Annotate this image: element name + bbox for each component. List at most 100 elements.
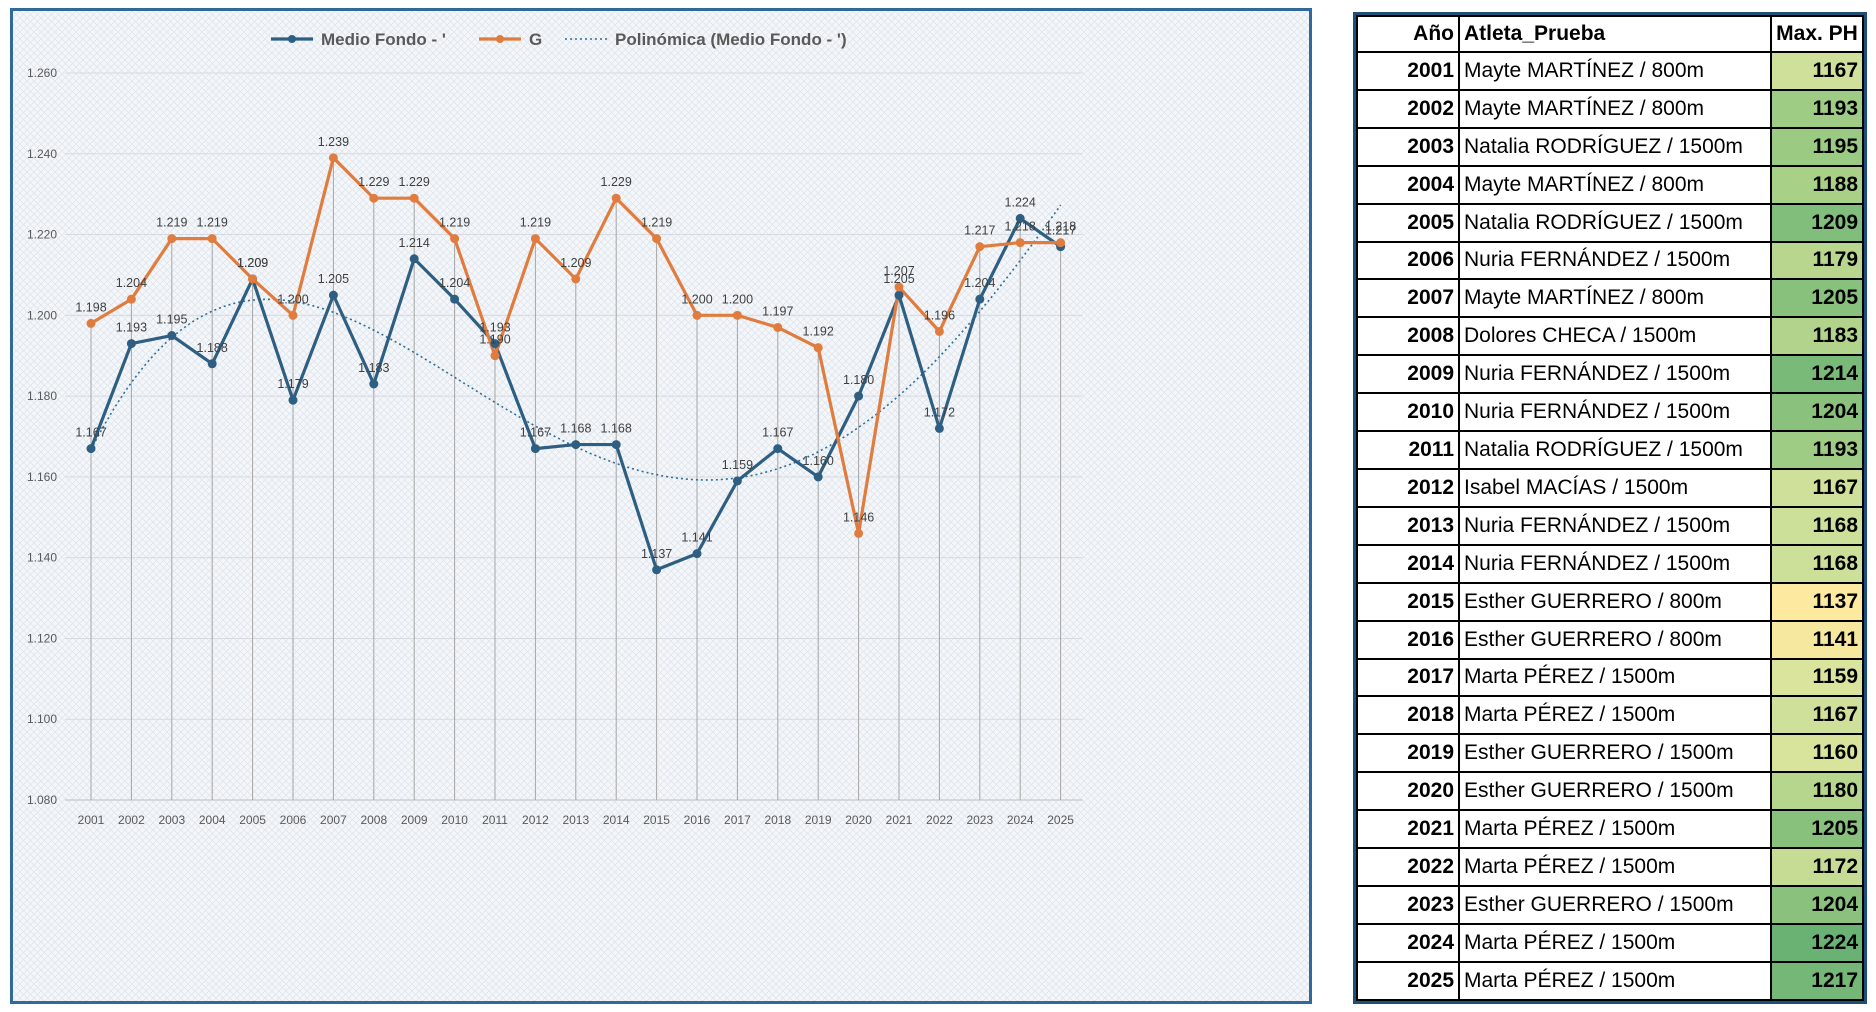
- marker-g: [248, 274, 258, 284]
- table-row: 2024 Marta PÉREZ / 1500m 1224: [1356, 922, 1864, 963]
- data-label-medio-fondo: 1.141: [681, 531, 712, 545]
- table-row: 2020 Esther GUERRERO / 1500m 1180: [1356, 771, 1864, 812]
- cell-max-ph: 1195: [1770, 126, 1864, 167]
- data-label-medio-fondo: 1.168: [560, 422, 591, 436]
- cell-athlete: Marta PÉREZ / 1500m: [1458, 695, 1772, 736]
- marker-medio-fondo: [490, 339, 500, 349]
- table-row: 2014 Nuria FERNÁNDEZ / 1500m 1168: [1356, 543, 1864, 584]
- data-label-medio-fondo: 1.205: [883, 272, 914, 286]
- marker-medio-fondo: [894, 290, 904, 300]
- table-row: 2022 Marta PÉREZ / 1500m 1172: [1356, 847, 1864, 887]
- header-year: Año: [1356, 15, 1460, 53]
- cell-max-ph: 1205: [1770, 809, 1864, 850]
- cell-max-ph: 1167: [1770, 51, 1864, 91]
- marker-medio-fondo: [813, 472, 823, 482]
- legend-label: G: [529, 30, 542, 49]
- marker-medio-fondo: [854, 391, 864, 401]
- cell-athlete: Nuria FERNÁNDEZ / 1500m: [1458, 354, 1772, 395]
- marker-g: [450, 234, 460, 244]
- table-row: 2025 Marta PÉREZ / 1500m 1217: [1356, 960, 1864, 1002]
- marker-g: [611, 193, 621, 203]
- line-chart: 1.167 1.193 1.195 1.188 1.209 1.179 1.205 1.183…: [13, 11, 1309, 1001]
- data-label-g: 1.209: [560, 256, 591, 270]
- marker-medio-fondo: [450, 294, 460, 304]
- table-row: 2018 Marta PÉREZ / 1500m 1167: [1356, 695, 1864, 736]
- cell-year: 2015: [1356, 581, 1460, 622]
- cell-athlete: Marta PÉREZ / 1500m: [1458, 960, 1772, 1002]
- cell-athlete: Natalia RODRÍGUEZ / 1500m: [1458, 202, 1772, 243]
- cell-year: 2018: [1356, 695, 1460, 736]
- data-label-g: 1.219: [641, 216, 672, 230]
- marker-medio-fondo: [773, 444, 783, 454]
- marker-medio-fondo: [571, 440, 581, 450]
- marker-g: [1015, 238, 1025, 248]
- cell-year: 2016: [1356, 619, 1460, 660]
- cell-max-ph: 1209: [1770, 202, 1864, 243]
- marker-g: [854, 528, 864, 538]
- data-label-g: 1.198: [75, 300, 106, 314]
- marker-medio-fondo: [328, 290, 338, 300]
- marker-medio-fondo: [288, 395, 298, 405]
- cell-max-ph: 1167: [1770, 695, 1864, 736]
- athletes-table-panel: Año Atleta_Prueba Max. PH 2001 Mayte MART…: [1353, 12, 1867, 1004]
- cell-year: 2017: [1356, 657, 1460, 698]
- marker-medio-fondo: [409, 254, 419, 264]
- marker-g: [409, 193, 419, 203]
- cell-athlete: Marta PÉREZ / 1500m: [1458, 657, 1772, 698]
- table-row: 2007 Mayte MARTÍNEZ / 800m 1205: [1356, 278, 1864, 319]
- cell-max-ph: 1217: [1770, 960, 1864, 1002]
- x-tick-label: 2005: [239, 813, 266, 827]
- cell-year: 2014: [1356, 543, 1460, 584]
- cell-year: 2021: [1356, 809, 1460, 850]
- marker-g: [1056, 238, 1066, 248]
- marker-g: [773, 322, 783, 332]
- cell-athlete: Esther GUERRERO / 1500m: [1458, 733, 1772, 774]
- cell-athlete: Isabel MACÍAS / 1500m: [1458, 467, 1772, 508]
- cell-athlete: Nuria FERNÁNDEZ / 1500m: [1458, 505, 1772, 546]
- data-label-medio-fondo: 1.195: [156, 313, 187, 327]
- cell-year: 2012: [1356, 467, 1460, 508]
- marker-medio-fondo: [611, 440, 621, 450]
- x-tick-label: 2002: [118, 813, 145, 827]
- marker-g: [652, 234, 662, 244]
- table-row: 2008 Dolores CHECA / 1500m 1183: [1356, 316, 1864, 357]
- cell-athlete: Nuria FERNÁNDEZ / 1500m: [1458, 240, 1772, 281]
- x-tick-label: 2013: [562, 813, 589, 827]
- table-row: 2023 Esther GUERRERO / 1500m 1204: [1356, 884, 1864, 925]
- cell-year: 2011: [1356, 430, 1460, 470]
- cell-athlete: Marta PÉREZ / 1500m: [1458, 922, 1772, 963]
- table-row: 2010 Nuria FERNÁNDEZ / 1500m 1204: [1356, 392, 1864, 433]
- data-label-g: 1.200: [277, 292, 308, 306]
- data-label-medio-fondo: 1.167: [520, 426, 551, 440]
- x-tick-label: 2009: [401, 813, 428, 827]
- y-tick-label: 1.260: [27, 66, 57, 80]
- data-label-g: 1.190: [479, 333, 510, 347]
- y-tick-label: 1.180: [27, 389, 57, 403]
- data-label-medio-fondo: 1.204: [964, 276, 995, 290]
- data-label-g: 1.196: [924, 308, 955, 322]
- marker-medio-fondo: [934, 423, 944, 433]
- data-label-g: 1.146: [843, 510, 874, 524]
- data-label-g: 1.229: [358, 175, 389, 189]
- data-label-medio-fondo: 1.204: [439, 276, 470, 290]
- y-tick-label: 1.080: [27, 793, 57, 807]
- data-label-g: 1.217: [964, 224, 995, 238]
- data-label-medio-fondo: 1.183: [358, 361, 389, 375]
- x-tick-label: 2024: [1007, 813, 1034, 827]
- marker-g: [207, 234, 217, 244]
- x-tick-label: 2010: [441, 813, 468, 827]
- cell-max-ph: 1180: [1770, 771, 1864, 812]
- data-label-g: 1.192: [803, 325, 834, 339]
- cell-max-ph: 1168: [1770, 505, 1864, 546]
- marker-g: [813, 343, 823, 353]
- cell-max-ph: 1214: [1770, 354, 1864, 395]
- marker-g: [86, 318, 96, 328]
- data-label-medio-fondo: 1.224: [1005, 195, 1036, 209]
- data-label-g: 1.219: [520, 216, 551, 230]
- legend-label: Polinómica (Medio Fondo - '): [615, 30, 847, 49]
- x-tick-label: 2004: [199, 813, 226, 827]
- cell-athlete: Mayte MARTÍNEZ / 800m: [1458, 88, 1772, 129]
- cell-max-ph: 1137: [1770, 581, 1864, 622]
- x-tick-label: 2014: [603, 813, 630, 827]
- table-row: 2011 Natalia RODRÍGUEZ / 1500m 1193: [1356, 430, 1864, 470]
